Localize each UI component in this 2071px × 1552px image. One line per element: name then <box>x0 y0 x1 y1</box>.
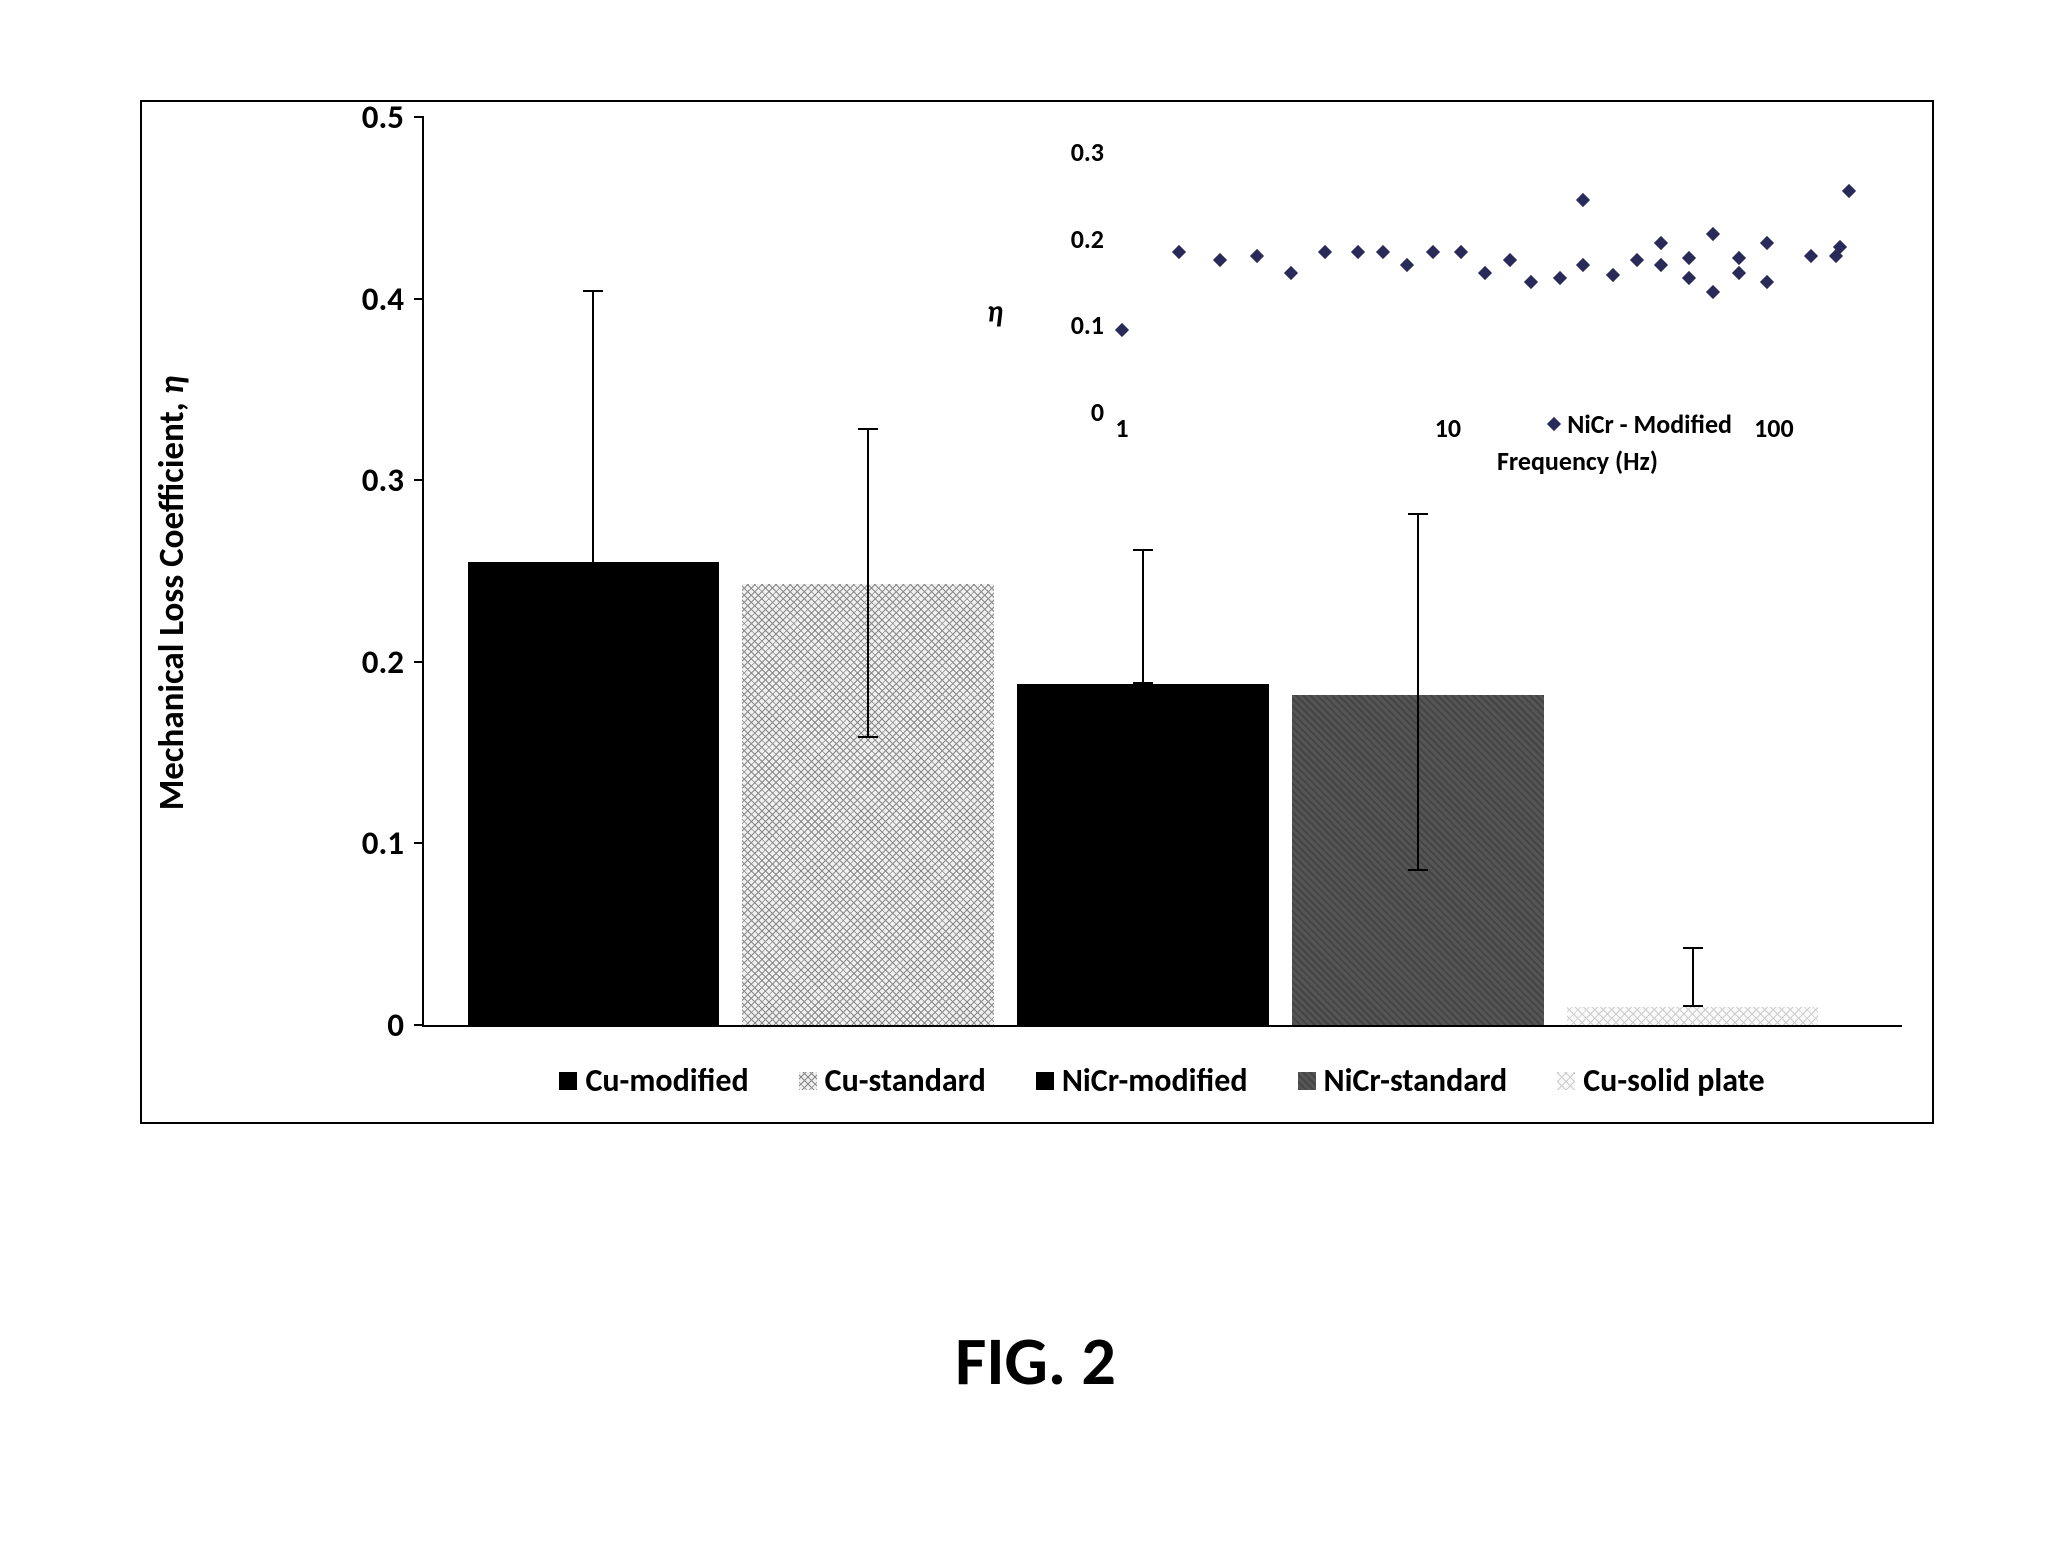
inset-x-tick-label: 1 <box>1115 412 1128 444</box>
scatter-point <box>1478 266 1492 280</box>
scatter-point <box>1524 275 1538 289</box>
y-tick-label: 0 <box>387 1005 404 1045</box>
y-tick-label: 0.1 <box>362 823 404 863</box>
inset-x-tick-label: 10 <box>1435 412 1461 444</box>
legend-item: Cu-modified <box>559 1061 748 1100</box>
scatter-point <box>1400 258 1414 272</box>
y-tick <box>414 298 424 300</box>
chart-frame: Mechanical Loss Coefficient, η 0 0.1 0.2 0.… <box>140 100 1934 1124</box>
y-tick <box>414 1024 424 1026</box>
legend-item: Cu-standard <box>799 1061 986 1100</box>
scatter-point <box>1732 266 1746 280</box>
legend-label: Cu-standard <box>825 1061 986 1100</box>
scatter-point <box>1682 251 1696 265</box>
inset-y-tick-label: 0.3 <box>1071 136 1104 168</box>
scatter-point <box>1630 253 1644 267</box>
inset-y-tick-label: 0 <box>1091 396 1104 428</box>
legend-label: NiCr-modified <box>1062 1061 1248 1100</box>
inset-x-tick-label: 100 <box>1754 412 1794 444</box>
y-tick <box>414 479 424 481</box>
bar <box>1017 684 1268 1025</box>
scatter-point <box>1318 245 1332 259</box>
legend-swatch <box>1036 1072 1054 1090</box>
legend-label: Cu-modified <box>585 1061 748 1100</box>
y-tick-label: 0.4 <box>362 279 404 319</box>
figure-container: Mechanical Loss Coefficient, η 0 0.1 0.2 0.… <box>0 0 2071 1552</box>
scatter-point <box>1375 245 1389 259</box>
scatter-point <box>1250 249 1264 263</box>
inset-legend-label: NiCr - Modified <box>1567 408 1732 440</box>
scatter-point <box>1576 193 1590 207</box>
inset-x-axis-label: Frequency (Hz) <box>1497 445 1658 477</box>
scatter-point <box>1213 253 1227 267</box>
bar <box>1567 1007 1818 1025</box>
y-tick-label: 0.2 <box>362 642 404 682</box>
scatter-point <box>1760 236 1774 250</box>
y-tick <box>414 116 424 118</box>
scatter-point <box>1804 249 1818 263</box>
scatter-point <box>1732 251 1746 265</box>
y-tick-label: 0.3 <box>362 460 404 500</box>
inset-y-axis-label: η <box>987 294 1003 331</box>
legend-swatch <box>1298 1072 1316 1090</box>
scatter-point <box>1760 275 1774 289</box>
inset-chart: η Frequency (Hz) NiCr - Modified 00.10.2… <box>1032 132 1882 492</box>
scatter-point <box>1654 258 1668 272</box>
scatter-point <box>1351 245 1365 259</box>
legend-swatch <box>559 1072 577 1090</box>
scatter-point <box>1454 245 1468 259</box>
scatter-point <box>1172 245 1186 259</box>
scatter-point <box>1706 227 1720 241</box>
legend-label: NiCr-standard <box>1324 1061 1508 1100</box>
scatter-point <box>1606 268 1620 282</box>
legend-item: Cu-solid plate <box>1557 1061 1764 1100</box>
scatter-point <box>1706 285 1720 299</box>
scatter-point <box>1284 266 1298 280</box>
legend: Cu-modified Cu-standard NiCr-modified NiCr-… <box>422 1061 1902 1100</box>
y-tick-label: 0.5 <box>362 97 404 137</box>
inset-y-tick-label: 0.1 <box>1071 309 1104 341</box>
scatter-point <box>1654 236 1668 250</box>
legend-label: Cu-solid plate <box>1583 1061 1764 1100</box>
legend-item: NiCr-modified <box>1036 1061 1248 1100</box>
diamond-icon <box>1547 417 1561 431</box>
legend-swatch <box>1557 1072 1575 1090</box>
scatter-point <box>1682 271 1696 285</box>
inset-legend: NiCr - Modified <box>1549 408 1732 440</box>
y-tick <box>414 842 424 844</box>
inset-plot-area: Frequency (Hz) NiCr - Modified 00.10.20.… <box>1122 152 1872 412</box>
scatter-point <box>1503 253 1517 267</box>
scatter-point <box>1576 258 1590 272</box>
scatter-point <box>1115 323 1129 337</box>
scatter-point <box>1552 271 1566 285</box>
scatter-point <box>1426 245 1440 259</box>
inset-y-tick-label: 0.2 <box>1071 223 1104 255</box>
y-tick <box>414 661 424 663</box>
scatter-point <box>1842 184 1856 198</box>
y-axis-label: Mechanical Loss Coefficient, η <box>151 376 193 811</box>
legend-swatch <box>799 1072 817 1090</box>
figure-label: FIG. 2 <box>955 1320 1116 1403</box>
legend-item: NiCr-standard <box>1298 1061 1508 1100</box>
